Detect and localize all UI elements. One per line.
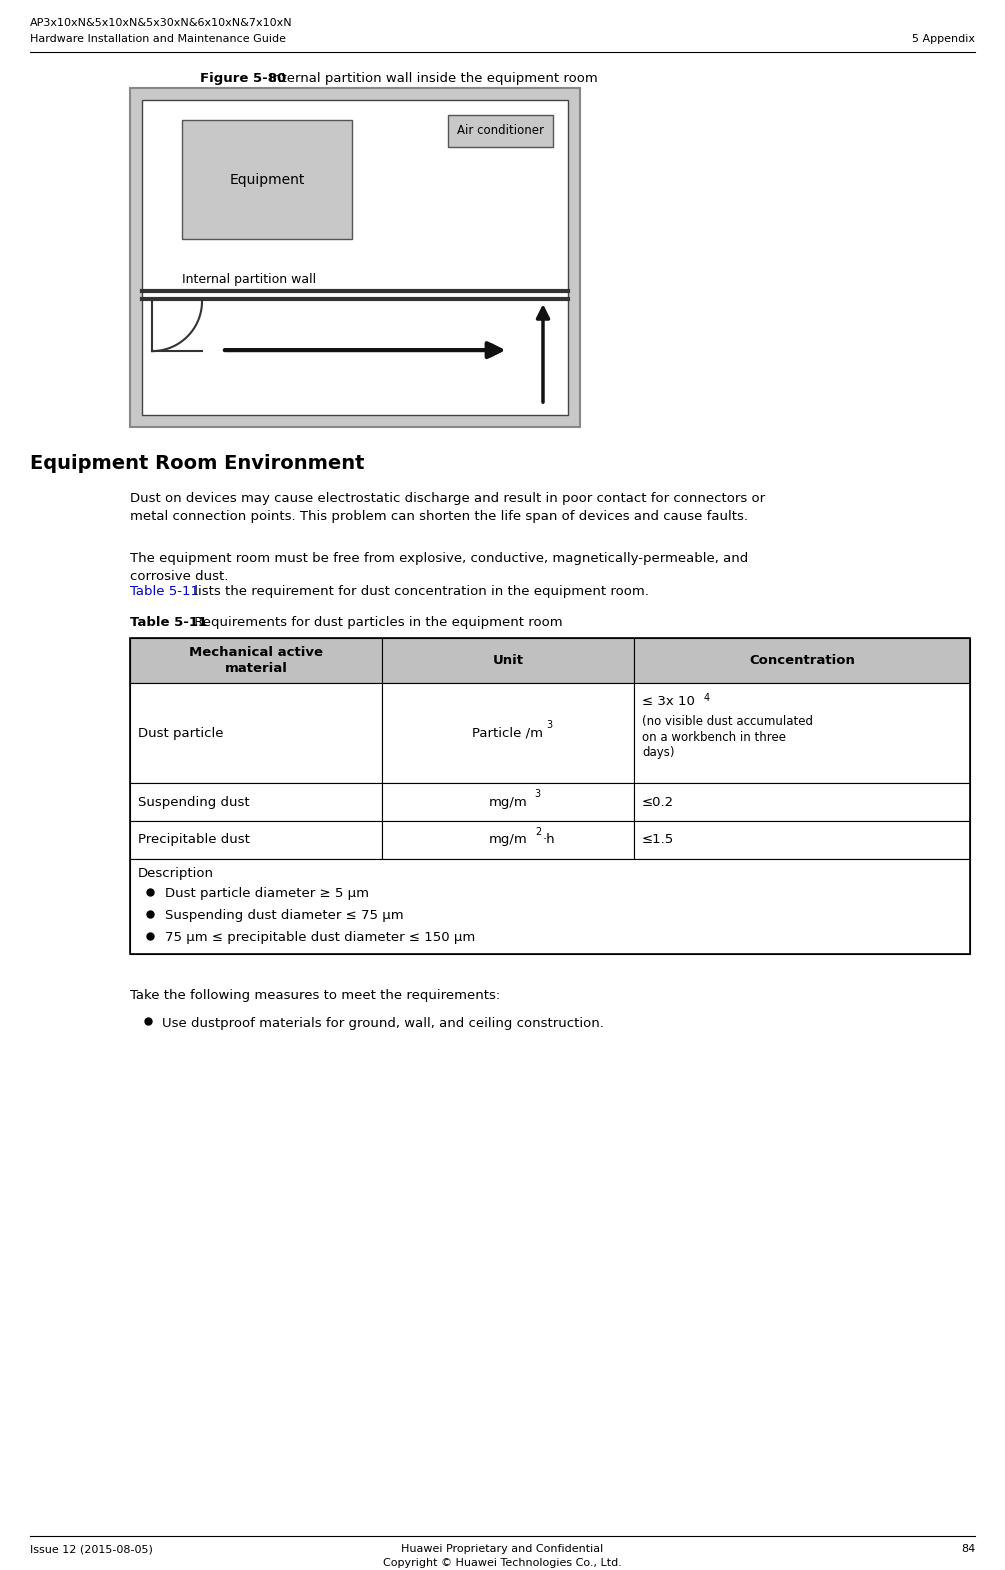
Text: Equipment Room Environment: Equipment Room Environment <box>30 454 365 473</box>
FancyBboxPatch shape <box>182 119 352 239</box>
FancyBboxPatch shape <box>142 100 568 414</box>
Text: ≤0.2: ≤0.2 <box>642 796 674 809</box>
Text: ·h: ·h <box>543 834 556 846</box>
Text: 2: 2 <box>535 827 542 837</box>
Text: The equipment room must be free from explosive, conductive, magnetically-permeab: The equipment room must be free from exp… <box>130 551 749 582</box>
Text: Internal partition wall: Internal partition wall <box>182 273 317 286</box>
Text: Huawei Proprietary and Confidential: Huawei Proprietary and Confidential <box>401 1545 603 1554</box>
Text: Figure 5-80: Figure 5-80 <box>200 72 286 85</box>
FancyBboxPatch shape <box>634 683 970 783</box>
Text: Table 5-11: Table 5-11 <box>130 584 199 598</box>
Text: Internal partition wall inside the equipment room: Internal partition wall inside the equip… <box>265 72 598 85</box>
Text: Requirements for dust particles in the equipment room: Requirements for dust particles in the e… <box>190 617 563 630</box>
FancyBboxPatch shape <box>130 783 382 821</box>
Text: Suspending dust diameter ≤ 75 μm: Suspending dust diameter ≤ 75 μm <box>165 909 404 922</box>
Text: 5 Appendix: 5 Appendix <box>912 35 975 44</box>
Text: (no visible dust accumulated: (no visible dust accumulated <box>642 716 813 728</box>
FancyBboxPatch shape <box>634 783 970 821</box>
Text: Take the following measures to meet the requirements:: Take the following measures to meet the … <box>130 989 500 1002</box>
Text: Equipment: Equipment <box>229 173 305 187</box>
FancyBboxPatch shape <box>130 821 382 859</box>
Text: mg/m: mg/m <box>488 834 528 846</box>
Text: lists the requirement for dust concentration in the equipment room.: lists the requirement for dust concentra… <box>190 584 649 598</box>
Text: Dust particle: Dust particle <box>138 727 223 739</box>
Text: days): days) <box>642 746 674 760</box>
FancyBboxPatch shape <box>382 683 634 783</box>
Text: 84: 84 <box>961 1545 975 1554</box>
Text: AP3x10xN&5x10xN&5x30xN&6x10xN&7x10xN: AP3x10xN&5x10xN&5x30xN&6x10xN&7x10xN <box>30 17 292 28</box>
Text: 4: 4 <box>704 694 711 703</box>
Text: Copyright © Huawei Technologies Co., Ltd.: Copyright © Huawei Technologies Co., Ltd… <box>383 1557 621 1568</box>
FancyBboxPatch shape <box>130 859 970 953</box>
Text: 75 μm ≤ precipitable dust diameter ≤ 150 μm: 75 μm ≤ precipitable dust diameter ≤ 150… <box>165 931 475 944</box>
Text: Description: Description <box>138 867 214 879</box>
Text: 3: 3 <box>534 790 540 799</box>
FancyBboxPatch shape <box>382 783 634 821</box>
Text: on a workbench in three: on a workbench in three <box>642 732 786 744</box>
FancyBboxPatch shape <box>382 821 634 859</box>
FancyBboxPatch shape <box>130 88 580 427</box>
Text: ≤1.5: ≤1.5 <box>642 834 674 846</box>
Text: Use dustproof materials for ground, wall, and ceiling construction.: Use dustproof materials for ground, wall… <box>162 1016 604 1030</box>
Text: Mechanical active
material: Mechanical active material <box>189 647 323 675</box>
Text: Dust on devices may cause electrostatic discharge and result in poor contact for: Dust on devices may cause electrostatic … <box>130 491 765 523</box>
Text: mg/m: mg/m <box>488 796 528 809</box>
FancyBboxPatch shape <box>130 639 382 683</box>
Text: Air conditioner: Air conditioner <box>457 124 544 137</box>
Text: Issue 12 (2015-08-05): Issue 12 (2015-08-05) <box>30 1545 153 1554</box>
Text: Precipitable dust: Precipitable dust <box>138 834 250 846</box>
FancyBboxPatch shape <box>634 639 970 683</box>
Text: Table 5-11: Table 5-11 <box>130 617 207 630</box>
Text: Hardware Installation and Maintenance Guide: Hardware Installation and Maintenance Gu… <box>30 35 286 44</box>
Text: Dust particle diameter ≥ 5 μm: Dust particle diameter ≥ 5 μm <box>165 887 369 900</box>
Text: ≤ 3x 10: ≤ 3x 10 <box>642 696 694 708</box>
Text: Particle /m: Particle /m <box>472 727 544 739</box>
FancyBboxPatch shape <box>448 115 553 146</box>
Text: Concentration: Concentration <box>749 655 855 667</box>
Text: Unit: Unit <box>492 655 524 667</box>
Text: 3: 3 <box>546 721 552 730</box>
FancyBboxPatch shape <box>382 639 634 683</box>
FancyBboxPatch shape <box>130 683 382 783</box>
Text: Suspending dust: Suspending dust <box>138 796 249 809</box>
FancyBboxPatch shape <box>634 821 970 859</box>
